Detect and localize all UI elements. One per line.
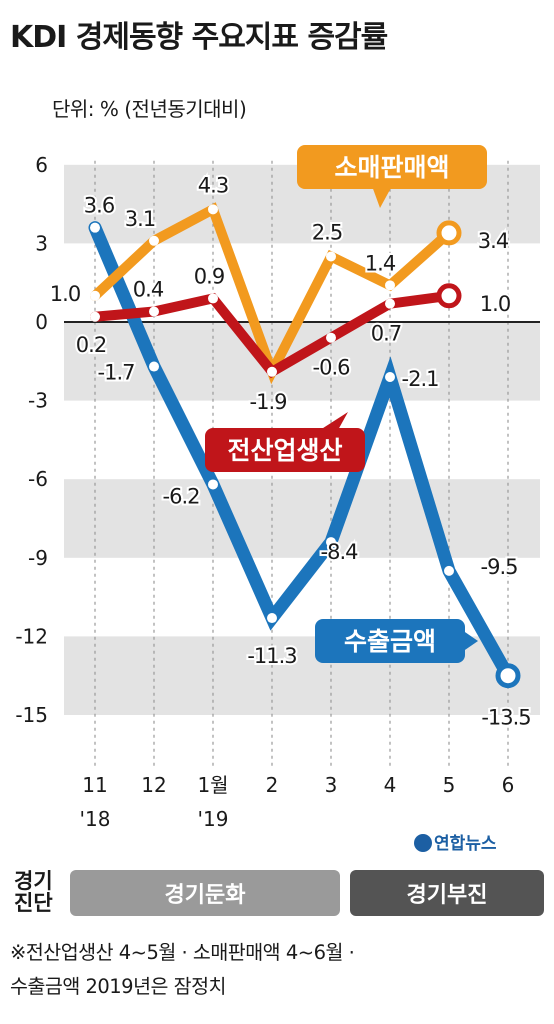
data-point — [444, 565, 454, 576]
data-point — [149, 235, 159, 246]
x-tick-label: 2 — [266, 773, 279, 797]
phase-sluggish: 경기부진 — [350, 870, 544, 916]
x-tick-label: 5 — [443, 773, 456, 797]
data-label: 3.1 — [125, 207, 155, 231]
unit-label: 단위: % (전년동기대비) — [52, 97, 247, 121]
data-point-end — [495, 663, 521, 689]
data-point — [149, 361, 159, 372]
callout-box — [315, 619, 465, 663]
data-point — [208, 293, 218, 304]
data-label: 0.9 — [194, 264, 224, 288]
globe-icon — [414, 834, 432, 852]
x-year-label: '19 — [198, 807, 229, 831]
data-label: 1.0 — [480, 292, 510, 316]
data-point — [90, 222, 100, 233]
data-label: 2.5 — [312, 221, 342, 245]
data-label: -1.9 — [250, 390, 287, 414]
data-label: -2.1 — [402, 367, 439, 391]
series-line-exports — [88, 221, 515, 683]
y-tick-label: -3 — [28, 389, 48, 413]
diagnosis-label: 경기 진단 — [14, 869, 53, 915]
y-tick-label: 3 — [35, 231, 48, 255]
data-label: -0.6 — [313, 356, 351, 380]
data-point — [385, 372, 395, 383]
data-point — [90, 290, 100, 301]
data-label: 0.4 — [133, 278, 164, 302]
x-tick-label: 11 — [82, 773, 107, 797]
data-label: -8.4 — [321, 540, 359, 564]
data-label: 0.7 — [371, 322, 401, 346]
y-tick-label: -12 — [15, 624, 48, 648]
data-point — [326, 251, 336, 262]
x-tick-label: 6 — [502, 773, 515, 797]
data-point — [149, 306, 159, 317]
grid-band — [64, 636, 540, 715]
footnote: ※전산업생산 4~5월 · 소매판매액 4~6월 · 수출금액 2019년은 잠… — [10, 941, 355, 998]
phase-slowdown: 경기둔화 — [70, 870, 340, 916]
callout-tail — [372, 186, 392, 208]
data-label: 3.4 — [478, 229, 509, 253]
data-label: 3.6 — [84, 194, 115, 218]
x-year-label: '18 — [80, 807, 111, 831]
data-label: 1.0 — [50, 282, 80, 306]
source-logo: 연합뉴스 — [414, 829, 497, 854]
data-point — [326, 537, 336, 548]
data-label: -1.7 — [98, 361, 135, 385]
data-point-end — [436, 220, 462, 246]
data-point — [385, 298, 395, 309]
y-tick-label: -6 — [28, 467, 48, 491]
data-point — [208, 204, 218, 215]
x-tick-label: 1월 — [197, 773, 228, 797]
y-tick-label: -9 — [28, 546, 48, 570]
y-tick-label: -15 — [15, 703, 48, 727]
data-point — [267, 366, 277, 377]
callout-box — [205, 428, 365, 472]
data-label: 0.2 — [76, 333, 106, 357]
data-label: -13.5 — [481, 706, 530, 730]
data-label: 1.4 — [365, 251, 396, 275]
data-point — [385, 280, 395, 291]
data-label: 4.3 — [198, 173, 228, 197]
legend-label-retail: 소매판매액 — [334, 153, 449, 182]
chart-title: KDI 경제동향 주요지표 증감률 — [10, 20, 388, 55]
data-label: -9.5 — [481, 555, 518, 579]
data-label: -11.3 — [247, 644, 296, 668]
y-tick-label: 6 — [35, 153, 48, 177]
callout-tail — [462, 630, 478, 652]
callout-box — [297, 145, 487, 189]
data-point — [208, 479, 218, 490]
source-label: 연합뉴스 — [434, 834, 497, 854]
line-chart: 6 3 0 -3 -6 -9 -12 -15 11 12 1월 2 3 4 5 6 '18 '19 3.6 -1.7 -… — [15, 145, 540, 831]
data-point — [90, 311, 100, 322]
data-point — [326, 332, 336, 343]
callout-tail — [320, 412, 348, 430]
legend-label-industry: 전산업생산 — [227, 436, 342, 465]
y-tick-label: 0 — [35, 310, 48, 334]
x-tick-label: 4 — [384, 773, 397, 797]
x-tick-label: 12 — [141, 773, 166, 797]
data-point — [267, 613, 277, 624]
legend-label-exports: 수출금액 — [344, 627, 436, 656]
grid-band — [64, 479, 540, 558]
x-tick-label: 3 — [325, 773, 338, 797]
data-point-end — [436, 283, 462, 309]
data-label: -6.2 — [163, 484, 200, 508]
